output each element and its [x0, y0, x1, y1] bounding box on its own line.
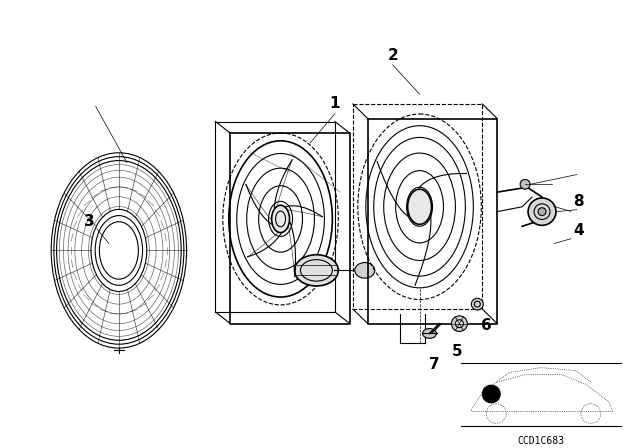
Circle shape	[520, 180, 530, 189]
Text: 1: 1	[330, 96, 340, 112]
Text: 3: 3	[84, 214, 94, 228]
Text: 8: 8	[573, 194, 584, 209]
Text: 2: 2	[387, 47, 398, 63]
Text: 7: 7	[429, 357, 440, 372]
Text: 4: 4	[573, 224, 584, 238]
Ellipse shape	[408, 189, 431, 224]
Ellipse shape	[355, 263, 375, 278]
Ellipse shape	[271, 205, 289, 233]
Text: 5: 5	[452, 344, 463, 358]
Circle shape	[528, 198, 556, 225]
Circle shape	[538, 208, 546, 215]
Ellipse shape	[294, 255, 339, 286]
Circle shape	[451, 316, 467, 332]
Circle shape	[456, 320, 463, 327]
Text: CCD1C683: CCD1C683	[518, 436, 564, 446]
Text: 6: 6	[481, 318, 492, 333]
Circle shape	[471, 298, 483, 310]
Ellipse shape	[422, 328, 436, 338]
Circle shape	[483, 385, 500, 403]
